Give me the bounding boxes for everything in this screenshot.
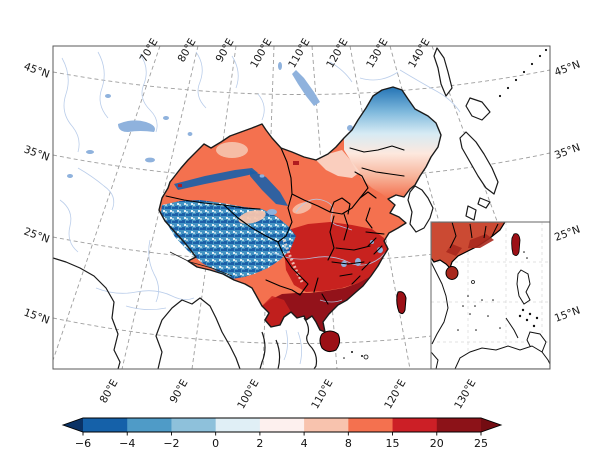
bottom-tick-label-100°E: 100°E — [235, 378, 261, 412]
colorbar-tick-label-0: 0 — [212, 437, 219, 450]
parallel-45N — [53, 69, 550, 95]
colorbar-segment-0 — [215, 418, 261, 432]
plateau-edge-speckle — [282, 239, 304, 283]
china-temperature-raster — [159, 87, 441, 332]
bottom-tick-label-120°E: 120°E — [382, 378, 408, 412]
left-tick-label-35°N: 35°N — [22, 143, 51, 163]
province-borders — [165, 145, 405, 305]
meridian-70E — [53, 46, 161, 362]
palawan — [505, 317, 519, 339]
colorbar-tick-label-−4: −4 — [119, 437, 135, 450]
right-tick-label-45°N: 45°N — [553, 58, 582, 78]
lakes — [67, 62, 320, 178]
japan-honshu — [459, 131, 499, 195]
inset-hainan — [445, 266, 459, 280]
left-tick-label-45°N: 45°N — [22, 60, 51, 80]
colorbar-tick-label-−6: −6 — [75, 437, 91, 450]
colorbar-extend-under — [63, 418, 83, 432]
inset-taiwan — [511, 233, 521, 256]
west-hot-spot — [178, 184, 182, 187]
parallel-15N — [53, 315, 550, 344]
colorbar-tick-label-−2: −2 — [163, 437, 179, 450]
right-tick-label-15°N: 15°N — [553, 304, 582, 324]
colorbar-segment-4 — [304, 418, 349, 432]
colorbar-tick-label-4: 4 — [301, 437, 308, 450]
junggar-pale-patch — [216, 142, 248, 158]
colorbar-tick-label-25: 25 — [474, 437, 488, 450]
nepal-border — [169, 251, 233, 277]
thailand-coast — [259, 331, 266, 369]
colorbar-segment--4 — [127, 418, 172, 432]
colorbar-tick-label-15: 15 — [386, 437, 400, 450]
borneo — [454, 345, 550, 369]
inset-china-dark-patch — [468, 234, 494, 248]
india-coast — [53, 257, 121, 369]
colorbar-segment-2 — [259, 418, 305, 432]
inset-province-borders — [449, 222, 499, 249]
qaidam-pale-patch — [238, 210, 266, 224]
colorbar-segment-15 — [392, 418, 438, 432]
bottom-tick-label-80°E: 80°E — [98, 378, 121, 406]
luzon — [516, 269, 531, 305]
map-frame — [52, 45, 551, 370]
colorbar-tick-label-20: 20 — [430, 437, 444, 450]
hainan-island — [319, 330, 341, 353]
right-tick-label-35°N: 35°N — [553, 141, 582, 161]
central-china-red — [284, 222, 388, 292]
colorbar-segment--2 — [171, 418, 217, 432]
lake-balkhash — [118, 120, 155, 132]
gulf-coast — [275, 339, 281, 369]
colorbar-segment-20 — [436, 418, 482, 432]
taiwan-island — [396, 291, 407, 315]
sakhalin — [433, 47, 453, 97]
vietnam-coast — [303, 317, 318, 369]
tianshan-blue-streak — [174, 168, 258, 190]
colorbar-extend-over — [481, 418, 501, 432]
south-china-dark-red — [262, 276, 371, 332]
south-sea-islet-dots — [343, 351, 369, 360]
bay-of-bengal-coast — [155, 297, 241, 369]
inset-philippines-borneo — [431, 261, 550, 369]
neighbour-coastlines — [53, 47, 499, 369]
bottom-tick-label-110°E: 110°E — [309, 378, 335, 412]
left-tick-label-25°N: 25°N — [22, 225, 51, 245]
tibet-plateau-blue — [161, 200, 296, 279]
inset-malay-coast — [431, 351, 439, 369]
right-tick-label-25°N: 25°N — [553, 223, 582, 243]
inner-mongolia-pale-band — [316, 150, 360, 178]
northeast-gradient-region — [344, 87, 441, 199]
colorbar-tick-label-8: 8 — [345, 437, 352, 450]
yunnan-red-patch — [262, 296, 291, 327]
bottom-tick-label-90°E: 90°E — [168, 378, 191, 406]
lake-baikal — [292, 70, 320, 106]
korea-peninsula — [407, 185, 434, 233]
inset-border — [430, 221, 550, 369]
meridian-80E — [121, 46, 199, 369]
kuril-island-dots — [498, 48, 548, 98]
inset-island-dots — [457, 251, 539, 331]
japan-kyushu — [465, 205, 477, 221]
rivers — [59, 51, 461, 365]
kunlun-blue-connector — [250, 170, 288, 206]
inset-vietnam-coast — [431, 261, 449, 345]
turpan-hot-spot — [293, 161, 299, 165]
colorbar-segment--6 — [83, 418, 128, 432]
japan-shikoku — [477, 197, 491, 209]
china-boundary — [158, 86, 442, 333]
colorbar-segment-8 — [348, 418, 393, 432]
south-china-sea-inset — [431, 222, 550, 369]
japan-hokkaido — [465, 97, 491, 121]
inset-china-mainland — [431, 222, 506, 270]
colorbar-tick-label-2: 2 — [256, 437, 263, 450]
left-tick-label-15°N: 15°N — [22, 306, 51, 326]
bottom-tick-label-130°E: 130°E — [452, 378, 478, 412]
